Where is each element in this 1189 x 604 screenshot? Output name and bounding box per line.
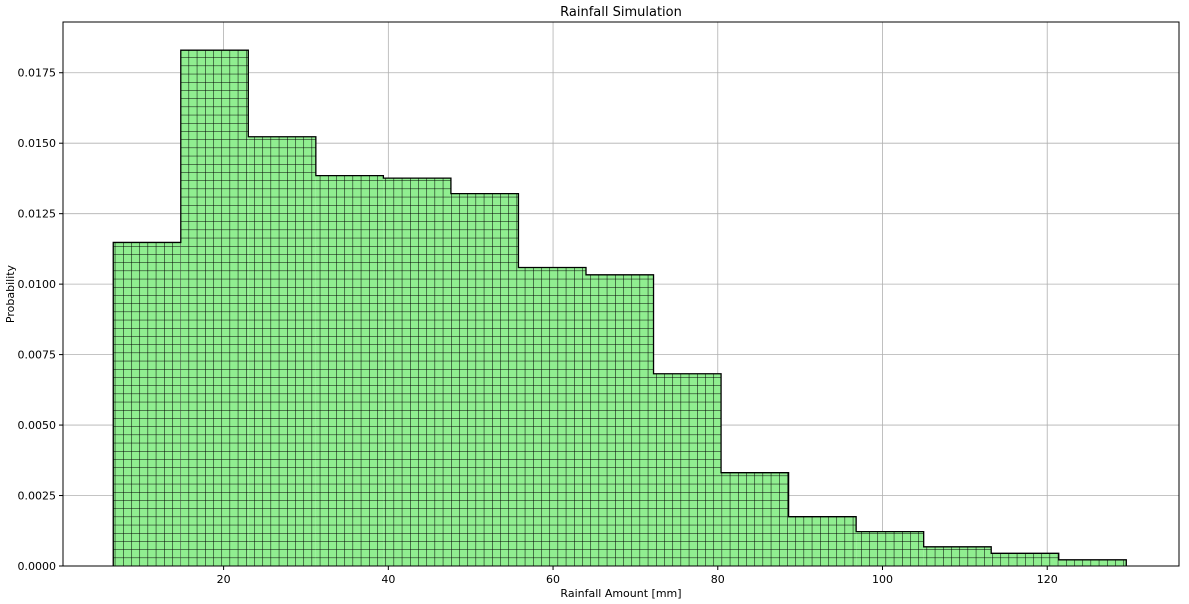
y-tick-label: 0.0175 <box>18 67 57 80</box>
y-tick-label: 0.0025 <box>18 490 57 503</box>
x-tick-label: 40 <box>381 573 395 586</box>
histogram-bars <box>113 50 1127 567</box>
x-axis-title: Rainfall Amount [mm] <box>560 587 681 600</box>
x-tick-label: 100 <box>872 573 893 586</box>
histogram-bar <box>585 274 654 566</box>
histogram-bar <box>113 242 181 567</box>
y-axis-title: Probability <box>4 264 17 323</box>
histogram-bar <box>653 373 722 566</box>
histogram-bar <box>721 472 789 566</box>
histogram-bar <box>315 175 384 566</box>
histogram-bar <box>383 178 451 566</box>
histogram-bar <box>518 267 586 566</box>
x-tick-label: 20 <box>217 573 231 586</box>
histogram-bar <box>248 136 316 566</box>
x-tick-label: 60 <box>546 573 560 586</box>
y-tick-label: 0.0150 <box>18 137 57 150</box>
y-tick-label: 0.0125 <box>18 208 57 221</box>
y-tick-label: 0.0075 <box>18 349 57 362</box>
y-axis-ticks: 0.0000 0.0025 0.0050 0.0075 0.0100 0.0125 0.01… <box>18 67 63 573</box>
histogram-bar <box>923 546 992 566</box>
x-tick-label: 120 <box>1037 573 1058 586</box>
x-tick-label: 80 <box>711 573 725 586</box>
y-tick-label: 0.0050 <box>18 419 57 432</box>
histogram-bar <box>991 553 1059 566</box>
histogram-bar <box>788 516 857 566</box>
histogram-bar <box>180 50 249 567</box>
x-axis-ticks: 20 40 60 80 100 120 <box>217 566 1058 586</box>
histogram-bar <box>1058 559 1127 566</box>
plot-frame <box>62 21 1180 567</box>
y-tick-label: 0.0100 <box>18 278 57 291</box>
histogram-bar <box>450 193 519 567</box>
histogram-outline <box>112 49 1127 566</box>
histogram-bar <box>856 531 924 566</box>
y-tick-label: 0.0000 <box>18 560 57 573</box>
histogram-step-outline <box>112 49 1127 566</box>
chart-title: Rainfall Simulation <box>560 5 682 20</box>
